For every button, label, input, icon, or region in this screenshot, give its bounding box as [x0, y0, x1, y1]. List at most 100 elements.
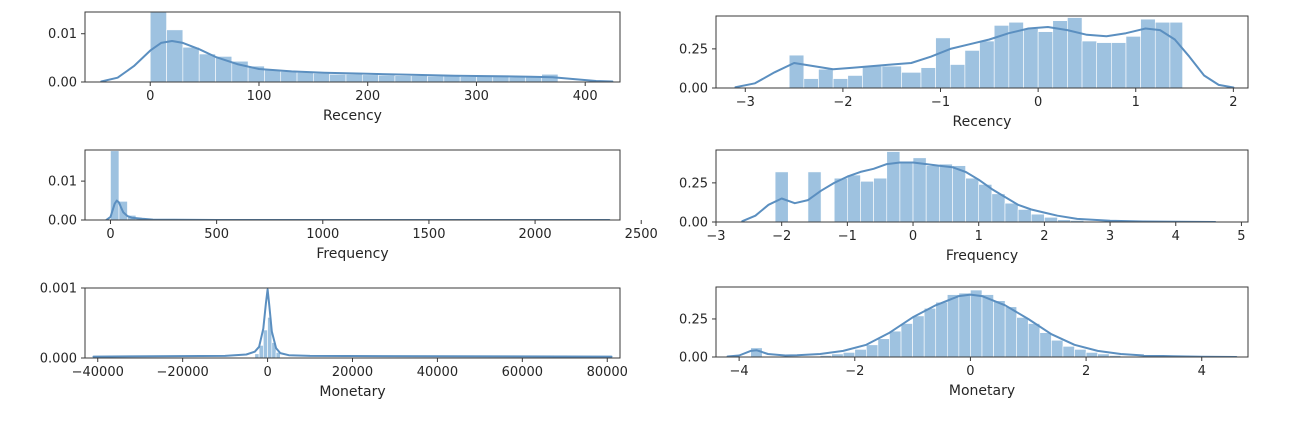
chart-panel-3: −40000 −20000 0 20000 40000 60000 80000 0.000 0.…: [40, 282, 628, 401]
histogram-bar: [263, 329, 268, 358]
histogram-bar: [508, 76, 526, 82]
x-tick-label: 0: [909, 229, 917, 244]
x-tick-label: −20000: [157, 365, 209, 380]
y-tick-label: 0.25: [679, 312, 708, 327]
histogram-bar: [958, 292, 971, 357]
histogram-bar: [525, 76, 543, 82]
histogram-bar: [1052, 20, 1068, 88]
axes-frame: [84, 149, 621, 221]
kde-line: [734, 26, 1235, 88]
x-tick-label: 500: [204, 227, 229, 242]
histogram-bar: [900, 323, 913, 357]
axes-frame: [715, 149, 1249, 223]
histogram-bar: [833, 177, 848, 222]
histogram-bar: [1070, 220, 1085, 222]
x-tick-label: −1: [838, 229, 857, 244]
histogram-bar: [818, 68, 834, 88]
x-tick-label: 2: [1082, 364, 1090, 379]
histogram-bar: [774, 171, 789, 222]
histogram-bar: [1067, 17, 1083, 88]
histogram-bar: [264, 69, 282, 82]
plot-marks: [92, 288, 613, 358]
histogram-bar: [459, 76, 477, 82]
histogram-bar: [313, 73, 330, 82]
kde-line: [105, 199, 611, 220]
kde-line: [726, 293, 1238, 357]
histogram-bar: [877, 338, 890, 357]
y-tick-label: 0.00: [679, 351, 708, 366]
x-tick-label: 2: [1040, 229, 1048, 244]
x-axis-label: Monetary: [319, 384, 385, 400]
x-tick-label: −2: [772, 229, 791, 244]
kde-line: [741, 161, 1217, 222]
x-tick-label: −40000: [72, 365, 124, 380]
histogram-bar: [920, 67, 936, 88]
histogram-bar: [198, 53, 216, 82]
x-tick-label: 100: [247, 89, 272, 104]
histogram-bar: [939, 163, 953, 222]
y-tick-label: 0.00: [48, 214, 77, 229]
histogram-bar: [952, 165, 966, 222]
x-tick-label: 1: [1132, 95, 1140, 110]
histogram-bar: [965, 177, 980, 222]
y-tick-label: 0.25: [679, 176, 708, 191]
x-tick-label: 0: [1034, 95, 1042, 110]
x-tick-label: 80000: [587, 365, 628, 380]
histogram-bar: [947, 294, 960, 357]
histogram-bar: [361, 74, 379, 82]
histogram-bar: [964, 50, 980, 88]
histogram-bar: [110, 150, 120, 220]
axes-frame: [84, 11, 621, 83]
chart-panel-2: 0 500 1000 1500 2000 2500 0.00 0.01 Frequency: [48, 149, 658, 262]
histogram-bar: [254, 353, 260, 358]
x-tick-label: 300: [464, 89, 489, 104]
histogram-bar: [1039, 332, 1052, 357]
histogram-bar: [847, 75, 863, 88]
histogram-bar: [991, 193, 1006, 222]
histogram-bar: [476, 76, 494, 82]
histogram-bar: [788, 54, 805, 88]
kde-line: [92, 288, 613, 358]
histogram-bar: [1017, 209, 1032, 222]
histogram-bar: [912, 315, 925, 357]
x-tick-label: 2500: [625, 227, 658, 242]
histogram-bar: [901, 72, 922, 88]
histogram-bar: [182, 46, 200, 82]
axes-frame: [715, 15, 1249, 89]
y-tick-label: 0.00: [679, 82, 708, 97]
histogram-bar: [866, 344, 879, 357]
axes-frame: [84, 287, 621, 359]
x-axis-label: Frequency: [316, 246, 388, 262]
y-tick-label: 0.000: [40, 352, 77, 367]
histogram-bar: [1004, 306, 1017, 357]
x-tick-label: 5: [1237, 229, 1245, 244]
x-tick-label: −2: [845, 364, 864, 379]
histogram-bar: [803, 78, 819, 88]
histogram-bar: [862, 65, 883, 88]
chart-panel-1: 0 100 200 300 400 0.00 0.01 Recency: [48, 11, 621, 124]
histogram-bar: [296, 72, 314, 82]
x-tick-label: −4: [730, 364, 749, 379]
histogram-bar: [378, 74, 396, 82]
histogram-bar: [1074, 349, 1087, 357]
histogram-bar: [410, 75, 428, 82]
histogram-bar: [978, 184, 993, 222]
y-tick-label: 0.01: [48, 175, 77, 190]
x-tick-label: 0: [146, 89, 154, 104]
x-axis-label: Recency: [953, 114, 1012, 130]
histogram-bar: [166, 29, 184, 82]
plot-marks: [100, 12, 614, 82]
x-tick-label: 1: [975, 229, 983, 244]
x-tick-label: −2: [833, 95, 852, 110]
x-tick-label: −3: [706, 229, 725, 244]
histogram-bar: [1037, 31, 1054, 88]
x-tick-label: 1500: [412, 227, 445, 242]
histogram-bar: [979, 40, 995, 88]
histogram-bar: [993, 300, 1006, 357]
histogram-bar: [1085, 352, 1098, 357]
x-tick-label: 60000: [502, 365, 543, 380]
kde-line: [100, 40, 614, 82]
x-tick-label: 200: [355, 89, 380, 104]
histogram-bar: [881, 65, 902, 88]
